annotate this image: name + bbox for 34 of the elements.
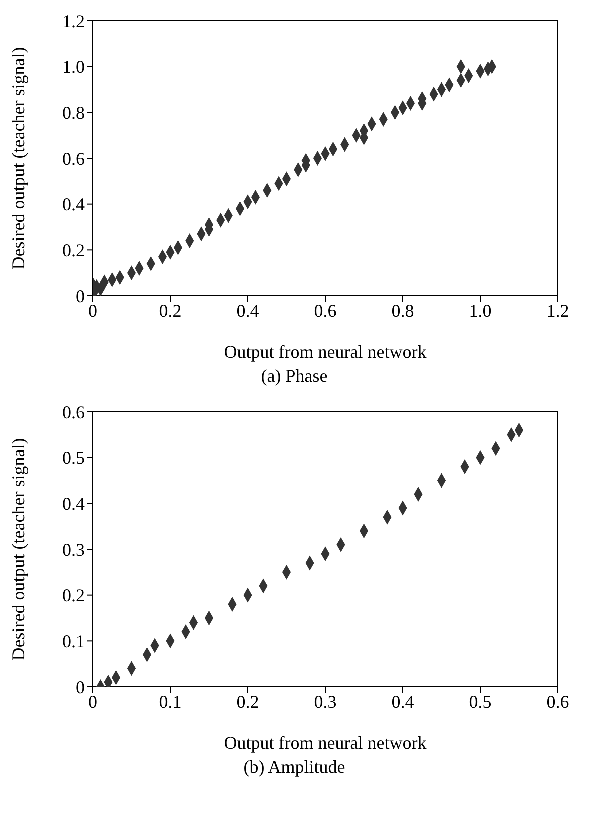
y-tick-label: 0.6 [62,148,85,169]
x-tick-label: 0.2 [159,300,182,321]
x-tick-label: 1.2 [546,300,570,321]
x-tick-label: 0.5 [469,692,492,712]
x-tick-label: 1.0 [469,300,492,321]
y-tick-label: 0.6 [62,402,85,422]
x-axis-title: Output from neural network [224,342,427,362]
x-tick-label: 0 [88,300,98,321]
y-axis-title: Desired output (teacher signal) [8,438,28,661]
y-tick-label: 0.2 [62,586,85,606]
y-tick-label: 1.0 [62,57,85,78]
y-tick-label: 0 [76,677,85,698]
x-tick-label: 0.3 [314,692,337,712]
x-axis-title: Output from neural network [224,733,427,753]
x-tick-label: 0.8 [392,300,414,321]
y-tick-label: 0.4 [62,494,85,514]
y-tick-label: 0.4 [62,194,85,215]
x-tick-label: 0.6 [546,692,570,712]
y-tick-label: 0.3 [62,540,85,560]
y-tick-label: 0.2 [62,240,85,261]
y-axis-title: Desired output (teacher signal) [8,47,28,270]
x-tick-label: 0.6 [314,300,337,321]
x-tick-label: 0 [88,692,98,712]
text: (b) Amplitude [242,757,346,778]
y-tick-label: 0.8 [62,103,85,124]
y-tick-label: 1.2 [62,11,85,32]
y-tick-label: 0 [76,286,85,306]
x-tick-label: 0.1 [159,692,182,712]
y-tick-label: 0.5 [62,448,85,468]
y-tick-label: 0.1 [62,632,85,652]
text: (a) Phase [260,366,329,387]
x-tick-label: 0.2 [236,692,260,712]
x-tick-label: 0.4 [392,692,414,712]
x-tick-label: 0.4 [236,300,260,321]
